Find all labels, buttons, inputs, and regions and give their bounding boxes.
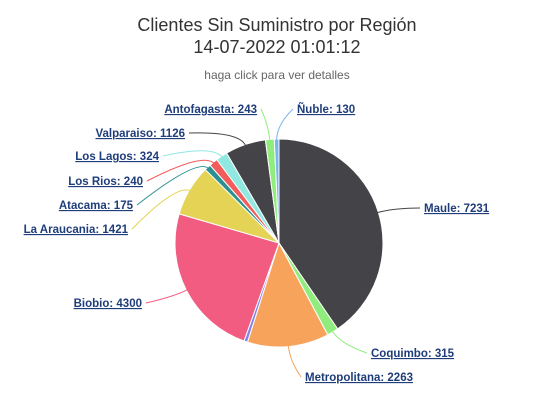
- data-label-antofagasta[interactable]: Antofagasta: 243: [164, 104, 257, 116]
- label-connector: [287, 344, 302, 378]
- chart-title: Clientes Sin Suministro por Región: [137, 15, 417, 35]
- data-label-biobio[interactable]: Biobio: 4300: [74, 298, 142, 310]
- chart-timestamp: 14-07-2022 01:01:12: [193, 37, 361, 57]
- data-label-los-rios[interactable]: Los Rios: 240: [68, 176, 143, 188]
- label-connector: [260, 108, 271, 142]
- label-connector: [188, 132, 247, 147]
- label-connector: [145, 288, 189, 304]
- data-label-nuble[interactable]: Ñuble: 130: [297, 103, 355, 116]
- data-label-los-lagos[interactable]: Los Lagos: 324: [75, 151, 159, 163]
- data-label-coquimbo[interactable]: Coquimbo: 315: [371, 348, 455, 360]
- label-connector: [331, 330, 368, 354]
- label-connector: [131, 189, 192, 230]
- chart-subtitle: haga click para ver detalles: [204, 68, 350, 82]
- data-label-la-araucania[interactable]: La Araucania: 1421: [24, 224, 129, 236]
- data-label-maule[interactable]: Maule: 7231: [424, 203, 490, 215]
- data-label-valparaiso[interactable]: Valparaiso: 1126: [95, 128, 185, 140]
- label-connector: [162, 150, 224, 159]
- data-label-metropolitana[interactable]: Metropolitana: 2263: [305, 372, 413, 384]
- label-connector: [276, 108, 294, 142]
- label-connector: [136, 166, 210, 206]
- label-connector: [146, 159, 215, 182]
- data-label-atacama[interactable]: Atacama: 175: [59, 200, 134, 212]
- label-connector: [376, 207, 421, 214]
